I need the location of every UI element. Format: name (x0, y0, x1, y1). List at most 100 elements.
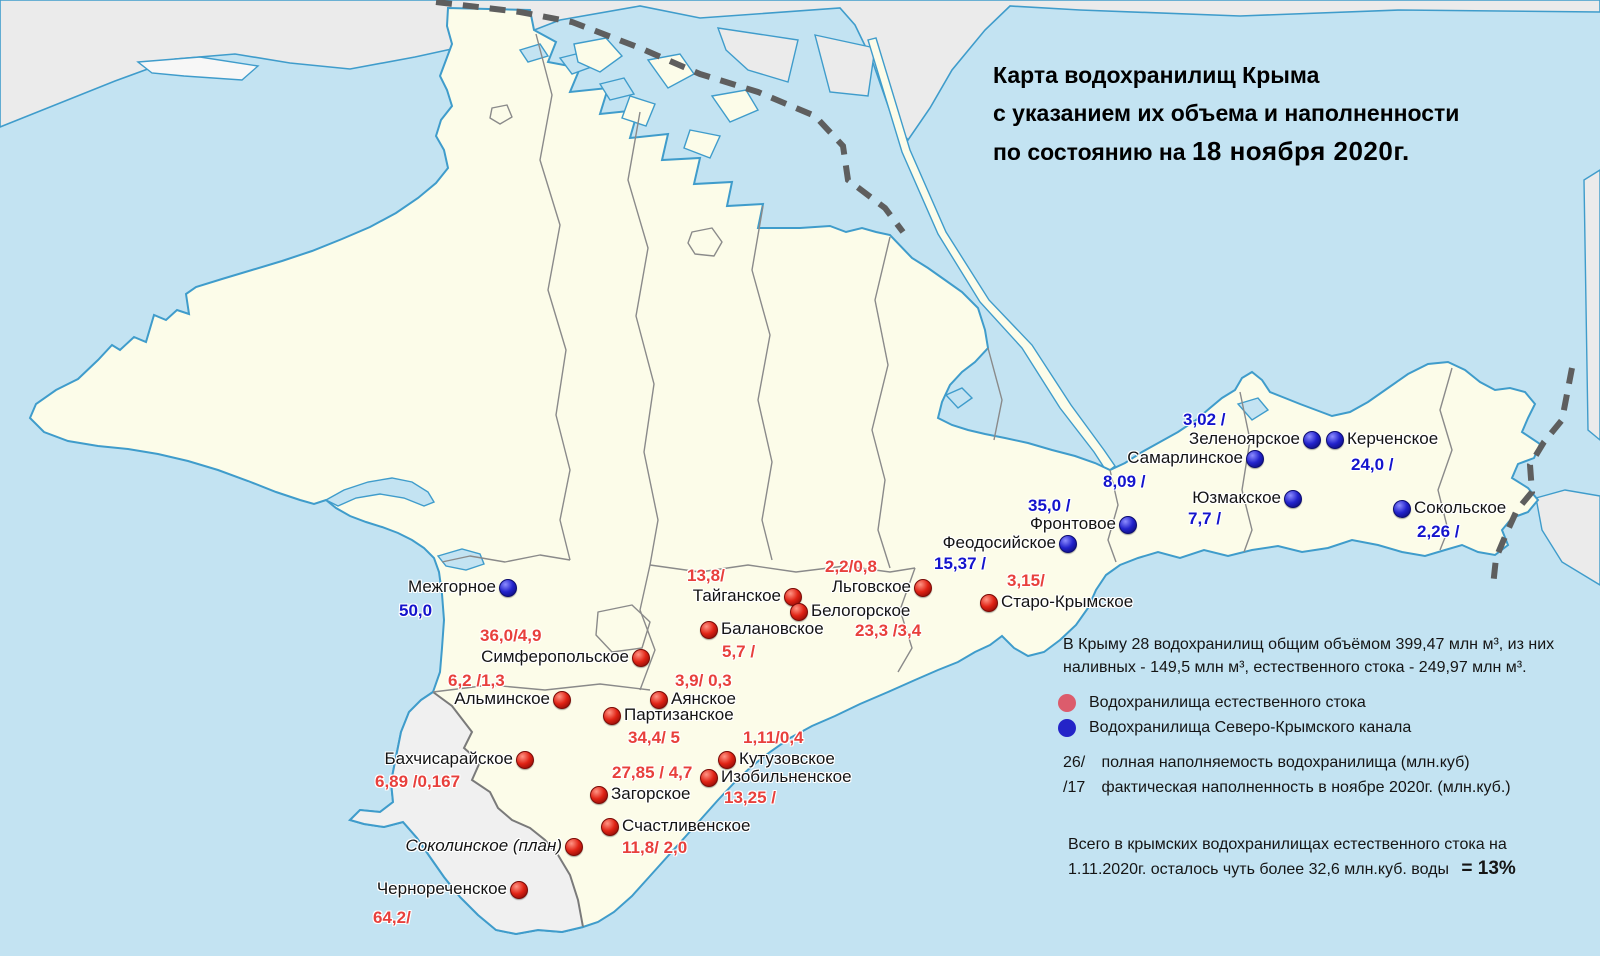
reservoir-label: Межгорное (407, 577, 496, 596)
reservoir-value: 3,15/ (1007, 571, 1045, 590)
reservoir-value: 7,7 / (1188, 509, 1222, 528)
mainland-blob-1 (716, 27, 799, 83)
reservoir-label: Сокольское (1414, 498, 1507, 517)
reservoir-dot-natural (717, 750, 736, 769)
reservoir-dot-natural (602, 706, 621, 725)
reservoir-dot-natural (789, 602, 808, 621)
legend-canal: Водохранилища Северо-Крымского канала (1058, 719, 1411, 737)
reservoir-label: Соколинское (план) (405, 836, 562, 855)
reservoir-dot-natural (649, 690, 668, 709)
reservoir-value: 13,25 / (724, 788, 776, 807)
reservoir-dot-canal (1302, 430, 1321, 449)
lakes (324, 43, 1270, 571)
reservoir-label: Феодосийское (942, 533, 1056, 552)
reservoir-dot-natural (979, 593, 998, 612)
natural-reservoir-icon (1058, 694, 1076, 712)
reservoir-dot-canal (1392, 499, 1411, 518)
summary-text: В Крыму 28 водохранилищ общим объёмом 39… (1063, 633, 1554, 679)
legend-natural-label: Водохранилища естественного стока (1089, 694, 1366, 711)
key-actual-prefix: /17 (1063, 779, 1086, 796)
reservoir-dot-natural (564, 837, 583, 856)
reservoir-value: 6,2 /1,3 (448, 671, 505, 690)
reservoir-value: 11,8/ 2,0 (622, 838, 688, 857)
reservoir-value: 36,0/4,9 (480, 626, 542, 645)
legend-natural: Водохранилища естественного стока (1058, 694, 1366, 712)
title-date: 18 ноября 2020г. (1191, 136, 1410, 166)
reservoir-value: 27,85 / 4,7 (612, 763, 693, 782)
reservoir-label: Аянское (671, 689, 736, 708)
sevastopol-coast (348, 691, 584, 936)
sevastopol-border (432, 691, 584, 928)
reservoir-dot-canal (1245, 449, 1264, 468)
reservoir-value: 3,9/ 0,3 (675, 671, 732, 690)
mainland-north (0, 0, 1600, 142)
reservoir-label: Альминское (454, 689, 550, 708)
reservoir-label: Загорское (611, 784, 691, 803)
reservoir-dot-natural (631, 648, 650, 667)
key-actual-text: фактическая наполненность в ноябре 2020г… (1101, 779, 1511, 796)
key-actual-fill: /17 фактическая наполненность в ноябре 2… (1063, 779, 1511, 797)
reservoir-label: Бахчисарайское (384, 749, 514, 768)
reservoir-dot-canal (498, 578, 517, 597)
title-line-3: по состоянию на 18 ноября 2020г. (993, 132, 1459, 171)
key-full-capacity: 26/ полная наполняемость водохранилища (… (1063, 754, 1470, 772)
reservoir-dot-natural (699, 768, 718, 787)
reservoir-value: 15,37 / (934, 554, 986, 573)
reservoir-value: 8,09 / (1103, 472, 1146, 491)
reservoir-label: Балановское (721, 619, 824, 638)
key-full-prefix: 26/ (1063, 754, 1086, 771)
mainland-taman (1535, 489, 1600, 586)
key-full-text: полная наполняемость водохранилища (млн.… (1101, 754, 1470, 771)
reservoir-dot-natural (552, 690, 571, 709)
sevastopol-region (350, 692, 583, 934)
reservoir-value: 64,2/ (373, 908, 411, 927)
reservoir-value: 2,26 / (1417, 522, 1460, 541)
footer-line-2-text: 1.11.2020г. осталось чуть более 32,6 млн… (1068, 861, 1449, 878)
summary-line-1: В Крыму 28 водохранилищ общим объёмом 39… (1063, 636, 1555, 653)
mainland-blob-2 (814, 34, 876, 97)
reservoir-value: 23,3 /3,4 (855, 621, 922, 640)
footer-line-2: 1.11.2020г. осталось чуть более 32,6 млн… (1068, 858, 1516, 880)
reservoir-label: Самарлинское (1127, 448, 1243, 467)
title-date-prefix: по состоянию на (993, 139, 1186, 165)
footer-line-1: Всего в крымских водохранилищах естестве… (1068, 836, 1507, 853)
reservoir-label: Льговское (831, 577, 911, 596)
reservoir-value: 6,89 /0,167 (375, 772, 461, 791)
reservoir-dot-natural (515, 750, 534, 769)
reservoir-dot-canal (1283, 489, 1302, 508)
reservoir-label: Партизанское (624, 705, 734, 724)
syvash-islands (573, 37, 760, 159)
reservoir-label: Старо-Крымское (1001, 592, 1134, 611)
reservoir-label: Счастливенское (622, 816, 751, 835)
summary-line-2: наливных - 149,5 млн м³, естественного с… (1063, 659, 1527, 676)
dashed-border (435, 0, 1575, 587)
reservoir-label: Белогорское (811, 601, 911, 620)
mainland-east-sliver (1583, 169, 1600, 441)
reservoir-dot-natural (600, 817, 619, 836)
reservoir-dot-natural (913, 578, 932, 597)
reservoir-value: 3,02 / (1183, 410, 1226, 429)
reservoir-value: 34,4/ 5 (628, 728, 680, 747)
footer-percent: = 13% (1461, 858, 1516, 879)
reservoir-dot-natural (589, 785, 608, 804)
reservoir-value: 35,0 / (1028, 496, 1071, 515)
reservoir-label: Тайганское (692, 586, 781, 605)
map-title: Карта водохранилищ Крыма с указанием их … (993, 56, 1459, 171)
reservoir-dot-natural (699, 620, 718, 639)
legend-canal-label: Водохранилища Северо-Крымского канала (1089, 719, 1412, 736)
title-line-1: Карта водохранилищ Крыма (993, 62, 1320, 88)
title-line-2: с указанием их объема и наполненности (993, 100, 1460, 126)
reservoir-label: Симферопольское (481, 647, 629, 666)
reservoir-value: 2,2/0,8 (825, 557, 877, 576)
canal-reservoir-icon (1058, 719, 1076, 737)
reservoir-value: 1,11/0,4 (743, 728, 804, 747)
reservoir-label: Зеленоярское (1188, 429, 1300, 448)
district-borders (432, 33, 1453, 693)
reservoir-label: Керченское (1347, 429, 1439, 448)
reservoir-label: Кутузовское (739, 749, 835, 768)
reservoir-dot-natural (509, 880, 528, 899)
reservoir-label: Чернореченское (376, 879, 507, 898)
reservoir-dot-canal (1325, 430, 1344, 449)
